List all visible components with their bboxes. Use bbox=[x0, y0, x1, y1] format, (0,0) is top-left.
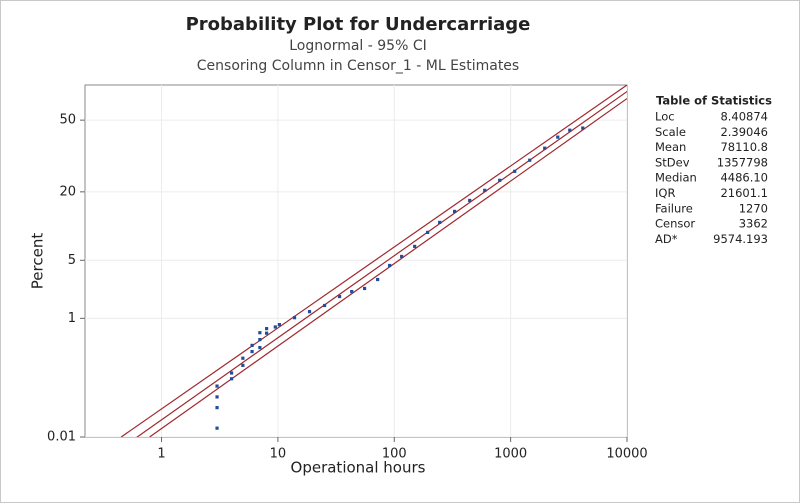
data-point bbox=[528, 158, 532, 162]
data-point bbox=[453, 209, 457, 214]
table-value: 9574.193 bbox=[713, 232, 768, 246]
data-point bbox=[543, 146, 547, 150]
data-point bbox=[258, 345, 262, 350]
data-point bbox=[568, 128, 572, 132]
data-point bbox=[498, 178, 502, 182]
table-label: Censor bbox=[655, 217, 695, 231]
data-point bbox=[258, 338, 262, 342]
table-value: 4486.10 bbox=[720, 171, 768, 185]
data-point bbox=[215, 406, 219, 410]
data-point bbox=[215, 384, 219, 388]
data-point bbox=[229, 371, 234, 375]
y-tick-label: 50 bbox=[59, 113, 76, 128]
data-point bbox=[229, 377, 234, 381]
x-tick-label: 1000 bbox=[494, 447, 527, 462]
data-point bbox=[438, 220, 442, 225]
table-label: Median bbox=[655, 171, 697, 185]
data-point bbox=[350, 289, 354, 294]
y-axis-label: Percent bbox=[29, 233, 47, 290]
x-tick-label: 1 bbox=[157, 447, 165, 462]
data-point bbox=[426, 230, 430, 235]
data-point bbox=[376, 277, 380, 282]
ci-bound bbox=[120, 85, 627, 437]
data-point bbox=[258, 331, 262, 335]
data-point bbox=[362, 286, 367, 291]
table-value: 2.39046 bbox=[720, 125, 768, 139]
data-point bbox=[388, 263, 392, 268]
x-tick-label: 100 bbox=[382, 447, 407, 462]
data-point bbox=[581, 126, 585, 130]
data-point bbox=[265, 327, 269, 331]
table-value: 1270 bbox=[739, 201, 768, 215]
data-point bbox=[241, 356, 245, 360]
chart-subtitle: Censoring Column in Censor_1 - ML Estima… bbox=[197, 58, 519, 74]
fit-line bbox=[136, 90, 627, 437]
y-tick-label: 0.01 bbox=[47, 430, 76, 445]
data-point bbox=[413, 244, 417, 248]
data-point bbox=[215, 426, 219, 430]
data-point bbox=[250, 343, 254, 347]
table-label: StDev bbox=[655, 155, 690, 169]
table-value: 78110.8 bbox=[720, 140, 768, 154]
data-point bbox=[468, 198, 472, 203]
data-point bbox=[215, 395, 219, 399]
table-label: Scale bbox=[655, 125, 686, 139]
data-point bbox=[292, 316, 297, 320]
table-label: Loc bbox=[655, 110, 675, 124]
table-label: IQR bbox=[655, 186, 675, 200]
x-axis-label: Operational hours bbox=[291, 459, 426, 477]
data-point bbox=[250, 349, 254, 354]
data-point bbox=[307, 310, 312, 314]
ci-bound bbox=[149, 98, 627, 437]
table-value: 21601.1 bbox=[720, 186, 768, 200]
table-label: Failure bbox=[655, 201, 693, 215]
y-tick-label: 1 bbox=[68, 311, 76, 326]
table-value: 8.40874 bbox=[720, 110, 768, 124]
x-tick-label: 10000 bbox=[606, 447, 647, 462]
data-point bbox=[273, 325, 277, 329]
y-tick-label: 20 bbox=[59, 184, 76, 199]
table-value: 3362 bbox=[739, 217, 768, 231]
table-label: Mean bbox=[655, 140, 686, 154]
data-point bbox=[400, 254, 404, 259]
data-point bbox=[265, 331, 269, 335]
chart-subtitle: Lognormal - 95% CI bbox=[289, 38, 426, 54]
table-title: Table of Statistics bbox=[656, 94, 772, 108]
table-value: 1357798 bbox=[717, 155, 768, 169]
y-tick-label: 5 bbox=[68, 253, 76, 268]
data-point bbox=[241, 363, 245, 367]
plot-layer bbox=[85, 85, 627, 437]
data-point bbox=[323, 303, 327, 308]
data-point bbox=[513, 169, 517, 173]
data-point bbox=[483, 188, 487, 192]
data-point bbox=[277, 323, 281, 327]
table-label: AD* bbox=[655, 232, 678, 246]
data-point bbox=[337, 294, 342, 299]
x-tick-label: 10 bbox=[270, 447, 287, 462]
data-point bbox=[556, 135, 560, 139]
chart-title: Probability Plot for Undercarriage bbox=[186, 14, 531, 35]
